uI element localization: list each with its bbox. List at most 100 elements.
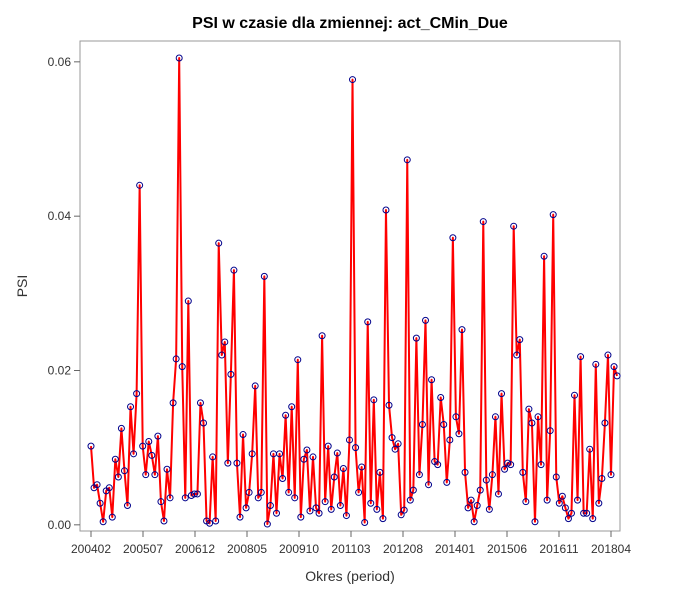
data-point [403,156,411,164]
data-point [288,403,296,411]
data-point [127,403,135,411]
data-point [412,334,420,342]
data-point [583,509,591,517]
data-point [175,54,183,62]
data-point [142,471,150,479]
data-point [358,463,366,471]
data-point [564,515,572,523]
data-point [364,318,372,326]
data-point [139,442,147,450]
data-point [263,520,271,528]
data-point [516,336,524,344]
x-tick-label: 200612 [175,542,215,556]
data-point [592,360,600,368]
data-point [114,473,122,481]
data-point [455,430,463,438]
y-tick-label: 0.02 [48,363,72,377]
data-point [327,505,335,513]
data-point [297,513,305,521]
series-line [90,56,619,526]
data-point [221,338,229,346]
data-point [352,444,360,452]
data-point [257,488,265,496]
y-axis-label: PSI [14,275,30,298]
data-point [540,252,548,260]
data-point [196,399,204,407]
data-point [379,515,387,523]
data-point [239,431,247,439]
data-point [476,486,484,494]
data-point [209,453,217,461]
data-point [452,413,460,421]
data-point [589,515,597,523]
data-point [391,445,399,453]
data-point [206,519,214,527]
data-point [120,467,128,475]
data-point [586,445,594,453]
data-point [382,206,390,214]
data-point [117,424,125,432]
data-point [184,297,192,305]
data-point [291,494,299,502]
data-point [595,499,603,507]
data-point [294,356,302,364]
data-point [96,499,104,507]
data-point [224,459,232,467]
data-point [479,218,487,226]
data-point [555,499,563,507]
data-point [607,471,615,479]
data-point [215,239,223,247]
data-point [485,505,493,513]
data-point [449,234,457,242]
data-point [546,427,554,435]
data-point [373,505,381,513]
data-point [309,453,317,461]
data-point [498,390,506,398]
data-point [306,507,314,515]
data-point [601,419,609,427]
data-point [513,351,521,359]
data-point [172,355,180,363]
data-point [577,353,585,361]
data-point [160,517,168,525]
data-point [266,502,274,510]
data-point [507,461,515,469]
data-point [218,351,226,359]
data-point [282,411,290,419]
x-axis-label: Okres (period) [305,568,394,584]
y-axis: 0.00 0.02 0.04 0.06 [48,55,80,532]
data-point [488,471,496,479]
data-point [409,486,417,494]
data-point [333,449,341,457]
data-point [136,181,144,189]
data-point [567,509,575,517]
data-point [388,434,396,442]
data-point [355,488,363,496]
data-point [260,272,268,280]
data-point [242,504,250,512]
x-tick-label: 200910 [279,542,319,556]
data-point [613,372,621,380]
data-point [345,436,353,444]
data-point [385,401,393,409]
data-point [193,490,201,498]
data-point [315,509,323,517]
data-point [376,468,384,476]
data-point [434,461,442,469]
data-point [406,496,414,504]
data-point [361,519,369,527]
data-point [300,455,308,463]
data-point [425,481,433,489]
data-point [169,399,177,407]
data-point [99,518,107,526]
data-point [522,498,530,506]
data-point [105,484,113,492]
data-point [418,421,426,429]
data-point [279,475,287,483]
data-point [437,394,445,401]
data-point [321,498,329,506]
data-point [178,363,186,371]
y-tick-label: 0.06 [48,55,72,69]
data-point [494,490,502,498]
